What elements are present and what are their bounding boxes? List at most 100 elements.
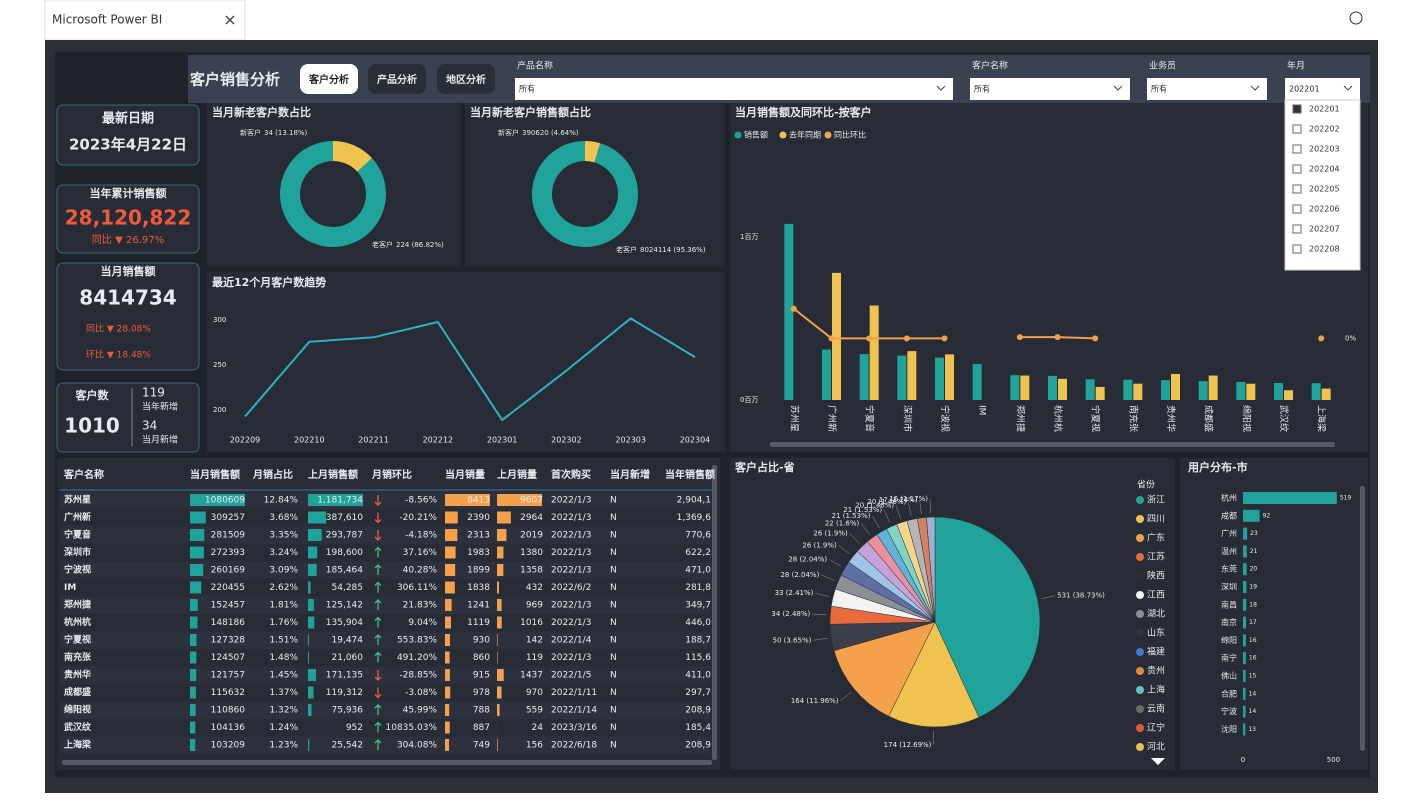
checkbox[interactable] <box>1292 124 1302 134</box>
y-tick-label: 250 <box>213 361 226 369</box>
row-bg <box>60 596 710 614</box>
month-option[interactable]: 202201 <box>1309 105 1340 114</box>
table-cell: 749 <box>473 741 490 751</box>
checkbox[interactable] <box>1292 164 1302 174</box>
column-header: 首次购买 <box>551 468 591 481</box>
table-cell: 1.32% <box>269 706 298 716</box>
y-tick-label: 南昌 <box>1221 599 1237 609</box>
table-cell: 2022/1/5 <box>551 671 591 681</box>
month-option[interactable]: 202203 <box>1309 145 1340 154</box>
table-cell: 24 <box>532 723 544 733</box>
month-option[interactable]: 202202 <box>1309 125 1340 134</box>
data-bar <box>190 739 196 751</box>
slice-label: 50 (3.65%) <box>773 636 812 644</box>
globe-icon[interactable] <box>1349 11 1363 25</box>
pie-slice <box>888 621 980 728</box>
line-point <box>1318 335 1325 342</box>
month-option[interactable]: 202205 <box>1309 185 1340 194</box>
leader <box>872 515 880 529</box>
data-bar <box>445 739 450 751</box>
month-option[interactable]: 202206 <box>1309 205 1340 214</box>
scrollbar[interactable] <box>62 760 712 765</box>
checkbox[interactable] <box>1292 204 1302 214</box>
filter-box[interactable] <box>1285 78 1360 100</box>
data-bar <box>497 651 498 664</box>
bar <box>1243 545 1247 558</box>
slice-value: 390620 (4.64%) <box>522 129 579 137</box>
column-header: 月销占比 <box>252 468 293 481</box>
filter-label: 业务员 <box>1149 60 1176 72</box>
x-tick-label: 202212 <box>423 436 454 445</box>
checkbox[interactable] <box>1292 104 1302 114</box>
checkbox[interactable] <box>1292 244 1302 254</box>
kpi-year-new: 119 <box>142 386 165 400</box>
table-cell: 1380 <box>520 548 543 558</box>
dropdown-chevron <box>936 85 946 91</box>
legend-dot <box>1136 629 1144 637</box>
leader <box>907 501 912 516</box>
y-tick-label: 深圳 <box>1221 582 1237 592</box>
table-cell: 297,7 <box>685 688 711 698</box>
table-cell: 9607 <box>520 496 543 506</box>
table-cell: 411,0 <box>685 671 711 681</box>
checkbox[interactable] <box>1292 184 1302 194</box>
leader <box>895 505 901 519</box>
data-bar <box>190 529 205 541</box>
month-option[interactable]: 202204 <box>1309 165 1340 174</box>
table-cell: 2022/1/14 <box>551 706 597 716</box>
tab[interactable] <box>437 64 495 94</box>
table-cell: N <box>610 723 617 733</box>
table-cell: 432 <box>526 583 543 593</box>
scrollbar[interactable] <box>770 442 1335 447</box>
x-tick-label: 武汉纹 <box>1278 405 1290 432</box>
x-tick-label: 杭州杭 <box>1052 405 1064 432</box>
data-bar <box>445 599 452 611</box>
data-bar <box>497 494 542 506</box>
tab[interactable] <box>368 64 426 94</box>
table-cell: 2964 <box>520 513 543 523</box>
filter-box[interactable] <box>515 78 953 100</box>
x-tick-label: IM <box>977 405 987 415</box>
data-bar <box>308 686 314 699</box>
data-bar <box>308 494 363 506</box>
kpi-card <box>56 382 200 453</box>
tab-title: Microsoft Power BI <box>52 13 162 27</box>
table-cell: IM <box>64 583 76 593</box>
bar <box>1243 492 1337 504</box>
table-cell: 宁夏音 <box>64 529 91 541</box>
month-option[interactable]: 202208 <box>1309 245 1340 254</box>
table-cell: 8413 <box>467 496 490 506</box>
scrollbar[interactable] <box>1360 486 1365 751</box>
x-tick-label: 202211 <box>358 436 389 445</box>
table-cell: 2022/6/2 <box>551 583 591 593</box>
month-option[interactable]: 202207 <box>1309 225 1340 234</box>
table-cell: 970 <box>526 688 543 698</box>
bar <box>1198 381 1208 400</box>
checkbox[interactable] <box>1292 224 1302 234</box>
trend-arrow <box>374 651 382 663</box>
bar <box>869 305 879 400</box>
scrollbar[interactable] <box>712 465 717 760</box>
table-cell: 2022/1/3 <box>551 548 591 558</box>
legend-label: 浙江 <box>1147 494 1165 506</box>
row-bg <box>60 561 710 579</box>
browser-tab[interactable] <box>44 0 246 41</box>
legend-label: 山东 <box>1147 627 1165 639</box>
filter-box[interactable] <box>1147 78 1267 100</box>
table-cell: 208,9 <box>685 706 711 716</box>
data-bar <box>308 529 322 541</box>
data-bar <box>190 669 197 681</box>
slice-label: 26 (1.9%) <box>813 529 848 537</box>
table-cell: 1119 <box>467 618 490 628</box>
filter-value: 所有 <box>974 84 990 94</box>
checkbox[interactable] <box>1292 144 1302 154</box>
filter-box[interactable] <box>970 78 1130 100</box>
pie-slice <box>833 621 936 717</box>
close-tab[interactable] <box>225 15 235 25</box>
value-label: 92 <box>1263 512 1271 519</box>
y-tick-label: 南宁 <box>1221 653 1237 663</box>
data-bar <box>497 564 504 576</box>
legend-scroll[interactable] <box>1151 758 1165 765</box>
tab[interactable] <box>300 64 358 94</box>
bar <box>1243 527 1248 540</box>
